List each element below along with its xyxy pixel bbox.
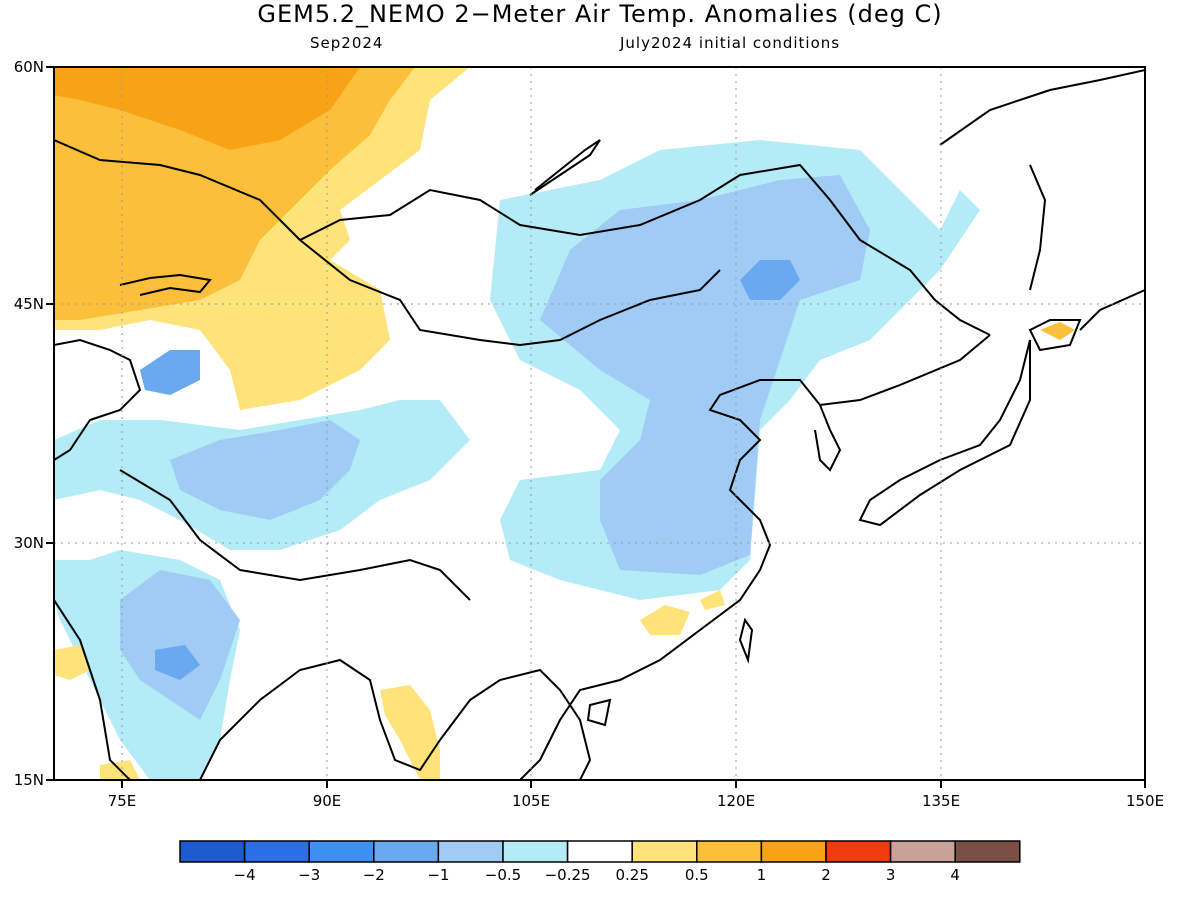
colorbar-swatch-1 [243, 840, 310, 863]
colorbar-label-10: 3 [885, 866, 896, 884]
coast-india [54, 599, 131, 780]
colorbar-label-2: −2 [362, 866, 385, 884]
lon-label-105e: 105E [511, 792, 551, 810]
colorbar-swatch-10 [825, 840, 892, 863]
coast-indochina [439, 668, 592, 780]
colorbar [179, 840, 1021, 863]
border-himalaya [119, 469, 471, 601]
coast-russia-east [939, 69, 1145, 146]
colorbar-label-9: 2 [821, 866, 831, 884]
map-title: GEM5.2_NEMO 2−Meter Air Temp. Anomalies … [257, 0, 943, 28]
lon-label-75e: 75E [107, 792, 137, 810]
colorbar-swatch-11 [889, 840, 956, 863]
coast-korea [814, 404, 842, 472]
colorbar-swatch-12 [954, 840, 1021, 863]
colorbar-label-11: 4 [950, 866, 960, 884]
anomaly-fill-layer [54, 67, 1075, 780]
lat-label-30n: 30N [13, 534, 44, 552]
coast-bay-of-bengal [199, 658, 441, 780]
border-mongolia-south [299, 239, 721, 347]
lon-label-90e: 90E [312, 792, 342, 810]
cool-region-tibet [170, 420, 360, 520]
cool-strong-region-balkhash [140, 350, 200, 395]
coast-taiwan [738, 617, 754, 664]
axis-ticks [46, 66, 1146, 788]
subtitle-month: Sep2024 [310, 34, 384, 52]
lake-baikal [529, 139, 601, 196]
cool-strong-region-east [740, 260, 800, 300]
colorbar-swatch-8 [696, 840, 763, 863]
coastline-layer [54, 69, 1145, 780]
colorbar-label-8: 1 [756, 866, 767, 884]
lon-label-135e: 135E [921, 792, 961, 810]
subtitle-initial-conditions: July2024 initial conditions [620, 34, 841, 52]
coast-caspian-aral [54, 338, 142, 461]
colorbar-swatch-9 [760, 840, 827, 863]
lat-label-45n: 45N [13, 295, 44, 313]
colorbar-swatch-4 [437, 840, 504, 863]
colorbar-label-5: −0.25 [544, 866, 591, 884]
map-frame [53, 66, 1146, 781]
colorbar-swatch-0 [179, 840, 246, 863]
lake-balkhash [119, 273, 212, 296]
warm-light-region-south-china [640, 605, 690, 635]
colorbar-swatch-5 [502, 840, 569, 863]
warm-light-region-taiwan-strait [700, 590, 725, 610]
colorbar-label-0: −4 [233, 866, 256, 884]
warm-light-region-india-coast [54, 645, 90, 680]
lat-label-60n: 60N [13, 58, 44, 76]
colorbar-swatch-2 [308, 840, 375, 863]
colorbar-swatch-7 [631, 840, 698, 863]
lon-label-150e: 150E [1125, 792, 1165, 810]
coast-japan [858, 339, 1031, 527]
lon-label-120e: 120E [716, 792, 756, 810]
colorbar-label-3: −1 [427, 866, 450, 884]
colorbar-label-4: −0.5 [484, 866, 522, 884]
cool-strong-region-india [155, 645, 200, 680]
coast-hainan [586, 698, 612, 727]
coast-hokkaido [1028, 319, 1082, 352]
warm-strong-region-northwest [54, 67, 360, 150]
cool-region-india [120, 570, 240, 720]
coast-sakhalin [1029, 164, 1047, 291]
warm-region-northwest [54, 67, 415, 320]
border-china-north [54, 139, 991, 336]
colorbar-label-6: 0.25 [615, 866, 649, 884]
colorbar-label-7: 0.5 [684, 866, 709, 884]
warm-light-region-burma [380, 685, 440, 780]
warm-light-region-hokkaido [1040, 322, 1075, 340]
colorbar-swatch-3 [373, 840, 440, 863]
coast-east-asia [519, 334, 991, 780]
colorbar-label-1: −3 [298, 866, 321, 884]
lat-label-15n: 15N [13, 771, 44, 789]
colorbar-swatch-6 [566, 840, 633, 863]
coast-okhotsk [1079, 289, 1145, 331]
